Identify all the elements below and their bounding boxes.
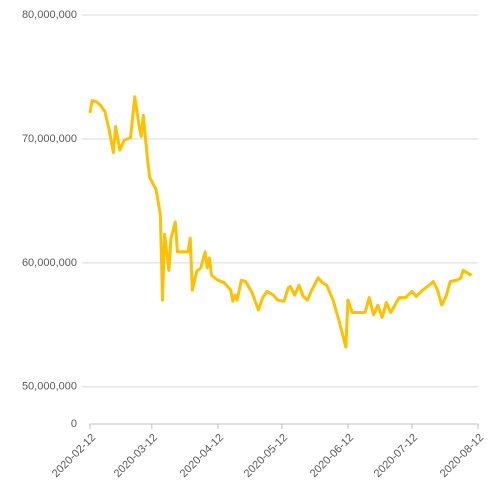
y-tick-label: 0	[71, 418, 77, 430]
data-line	[88, 95, 473, 349]
x-tick-label: 2020-05-12	[242, 432, 290, 480]
x-tick-label: 2020-04-12	[178, 432, 226, 480]
x-tick-label: 2020-08-12	[438, 432, 486, 480]
y-tick-label: 70,000,000	[22, 133, 77, 145]
y-tick-label: 60,000,000	[22, 257, 77, 269]
x-tick-label: 2020-02-12	[50, 432, 98, 480]
x-tick-label: 2020-06-12	[308, 432, 356, 480]
x-tick-label: 2020-03-12	[112, 432, 160, 480]
y-tick-label: 50,000,000	[22, 381, 77, 393]
x-tick-label: 2020-07-12	[372, 432, 420, 480]
y-tick-label: 80,000,000	[22, 9, 77, 21]
